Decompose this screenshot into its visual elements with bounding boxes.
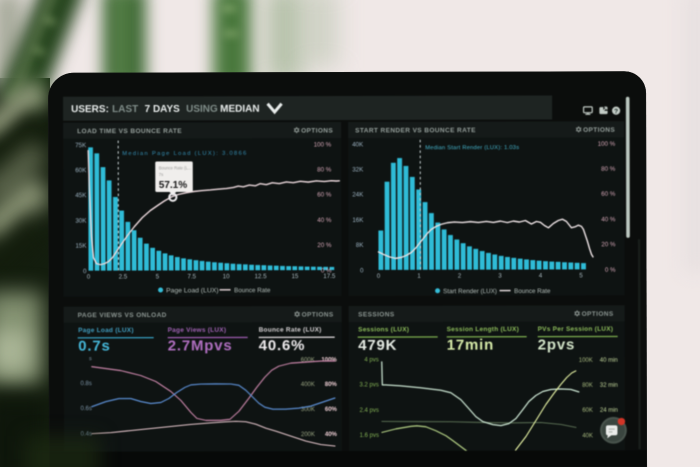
- svg-text:24 min: 24 min: [600, 408, 618, 414]
- svg-text:32K: 32K: [352, 166, 364, 173]
- svg-text:100 %: 100 %: [598, 141, 616, 148]
- svg-text:0.8s: 0.8s: [80, 381, 91, 387]
- svg-text:100 %: 100 %: [314, 141, 332, 148]
- svg-text:479K: 479K: [358, 337, 397, 354]
- svg-text:Sessions (LUX): Sessions (LUX): [358, 326, 409, 333]
- svg-text:2.7Mpvs: 2.7Mpvs: [168, 337, 233, 354]
- svg-text:Bounce Rate: Bounce Rate: [234, 287, 271, 294]
- svg-text:USING: USING: [186, 104, 218, 115]
- svg-text:7.5: 7.5: [187, 273, 196, 280]
- svg-text:600K: 600K: [301, 357, 315, 363]
- svg-text:200K: 200K: [301, 432, 315, 438]
- svg-text:2.4 pvs: 2.4 pvs: [360, 408, 379, 414]
- svg-text:0.7s: 0.7s: [78, 338, 110, 355]
- svg-text:Median Page Load (LUX): 3.0866: Median Page Load (LUX): 3.0866: [122, 151, 247, 157]
- svg-text:0: 0: [83, 268, 87, 275]
- svg-text:75K: 75K: [75, 142, 87, 149]
- svg-text:Page Load (LUX): Page Load (LUX): [78, 327, 134, 334]
- svg-text:60 %: 60 %: [317, 192, 332, 199]
- svg-text:300K: 300K: [301, 407, 315, 413]
- svg-text:0.4s: 0.4s: [81, 432, 92, 438]
- svg-text:45K: 45K: [75, 192, 87, 199]
- svg-text:7 DAYS: 7 DAYS: [145, 104, 181, 115]
- svg-text:40K: 40K: [352, 141, 364, 148]
- svg-text:1.6 pvs: 1.6 pvs: [360, 433, 379, 439]
- svg-text:SESSIONS: SESSIONS: [358, 311, 395, 318]
- svg-text:LOAD TIME VS BOUNCE RATE: LOAD TIME VS BOUNCE RATE: [77, 128, 182, 135]
- svg-text:57.1%: 57.1%: [159, 180, 187, 191]
- svg-text:OPTIONS: OPTIONS: [582, 311, 614, 318]
- svg-text:2pvs: 2pvs: [538, 336, 575, 353]
- svg-text:0 %: 0 %: [321, 267, 332, 274]
- svg-text:OPTIONS: OPTIONS: [583, 127, 615, 134]
- svg-text:8K: 8K: [356, 242, 364, 249]
- svg-text:OPTIONS: OPTIONS: [302, 312, 334, 319]
- svg-text:80K: 80K: [582, 383, 593, 389]
- svg-text:20 %: 20 %: [601, 241, 616, 248]
- svg-text:60%: 60%: [325, 407, 338, 413]
- svg-text:0.6s: 0.6s: [81, 406, 92, 412]
- svg-text:4 pvs: 4 pvs: [364, 357, 378, 363]
- svg-text:60 %: 60 %: [601, 191, 616, 198]
- svg-text:2.5: 2.5: [119, 273, 128, 280]
- svg-text:USERS:: USERS:: [71, 104, 109, 115]
- svg-text:0 %: 0 %: [605, 267, 616, 274]
- svg-text:5: 5: [156, 273, 160, 280]
- svg-text:Bounce Rate: Bounce Rate: [514, 288, 551, 295]
- svg-text:80 %: 80 %: [317, 167, 332, 174]
- svg-text:24K: 24K: [352, 192, 364, 199]
- svg-text:Start Render (LUX): Start Render (LUX): [443, 288, 497, 295]
- svg-text:Page Views (LUX): Page Views (LUX): [168, 327, 227, 334]
- svg-text:15: 15: [291, 273, 298, 280]
- svg-text:100K: 100K: [579, 358, 593, 364]
- svg-text:16K: 16K: [352, 217, 364, 224]
- svg-text:17min: 17min: [447, 337, 494, 354]
- svg-text:100%: 100%: [321, 357, 337, 363]
- svg-text:40 min: 40 min: [600, 358, 618, 364]
- svg-text:OPTIONS: OPTIONS: [301, 128, 333, 135]
- svg-text:7s: 7s: [159, 172, 163, 177]
- svg-text:0: 0: [87, 273, 91, 280]
- svg-text:Bounce Rate (LUX): Bounce Rate (LUX): [259, 327, 322, 334]
- svg-text:2: 2: [458, 273, 462, 280]
- svg-text:80 %: 80 %: [601, 166, 616, 173]
- svg-text:40K: 40K: [582, 433, 593, 439]
- svg-text:40 %: 40 %: [317, 217, 332, 224]
- svg-text:10: 10: [223, 273, 230, 280]
- svg-text:40 %: 40 %: [601, 216, 616, 223]
- svg-text:5: 5: [579, 272, 583, 279]
- svg-text:30K: 30K: [75, 218, 87, 225]
- svg-text:PAGE VIEWS VS ONLOAD: PAGE VIEWS VS ONLOAD: [78, 312, 167, 319]
- svg-text:4: 4: [539, 272, 543, 279]
- svg-text:60K: 60K: [75, 167, 87, 174]
- svg-text:3.2 pvs: 3.2 pvs: [359, 383, 378, 389]
- svg-text:MEDIAN: MEDIAN: [220, 104, 259, 115]
- svg-text:15K: 15K: [75, 243, 87, 250]
- svg-text:12.5: 12.5: [255, 273, 268, 280]
- svg-text:40.6%: 40.6%: [259, 337, 306, 354]
- svg-text:?: ?: [614, 108, 618, 115]
- svg-text:40%: 40%: [325, 432, 338, 438]
- svg-text:1: 1: [417, 273, 421, 280]
- svg-text:3: 3: [498, 272, 502, 279]
- svg-text:20 %: 20 %: [317, 242, 332, 249]
- svg-text:80%: 80%: [325, 382, 338, 388]
- svg-text:PVs Per Session (LUX): PVs Per Session (LUX): [538, 326, 614, 333]
- svg-text:Median Start Render (LUX): 1.0: Median Start Render (LUX): 1.03s: [425, 145, 519, 151]
- svg-text:Bounce Rate (L...: Bounce Rate (L...: [159, 165, 192, 170]
- svg-text:60K: 60K: [582, 408, 593, 414]
- svg-text:17.5: 17.5: [323, 273, 336, 280]
- svg-text:Page Load (LUX): Page Load (LUX): [166, 287, 219, 294]
- svg-text:START RENDER VS BOUNCE RATE: START RENDER VS BOUNCE RATE: [355, 127, 476, 134]
- svg-text:400K: 400K: [301, 382, 315, 388]
- svg-text:0: 0: [377, 273, 381, 280]
- svg-text:32 min: 32 min: [600, 383, 618, 389]
- svg-text:s: s: [89, 356, 92, 362]
- svg-text:0: 0: [360, 267, 364, 274]
- svg-text:LAST: LAST: [112, 104, 138, 115]
- svg-text:Session Length (LUX): Session Length (LUX): [447, 326, 519, 333]
